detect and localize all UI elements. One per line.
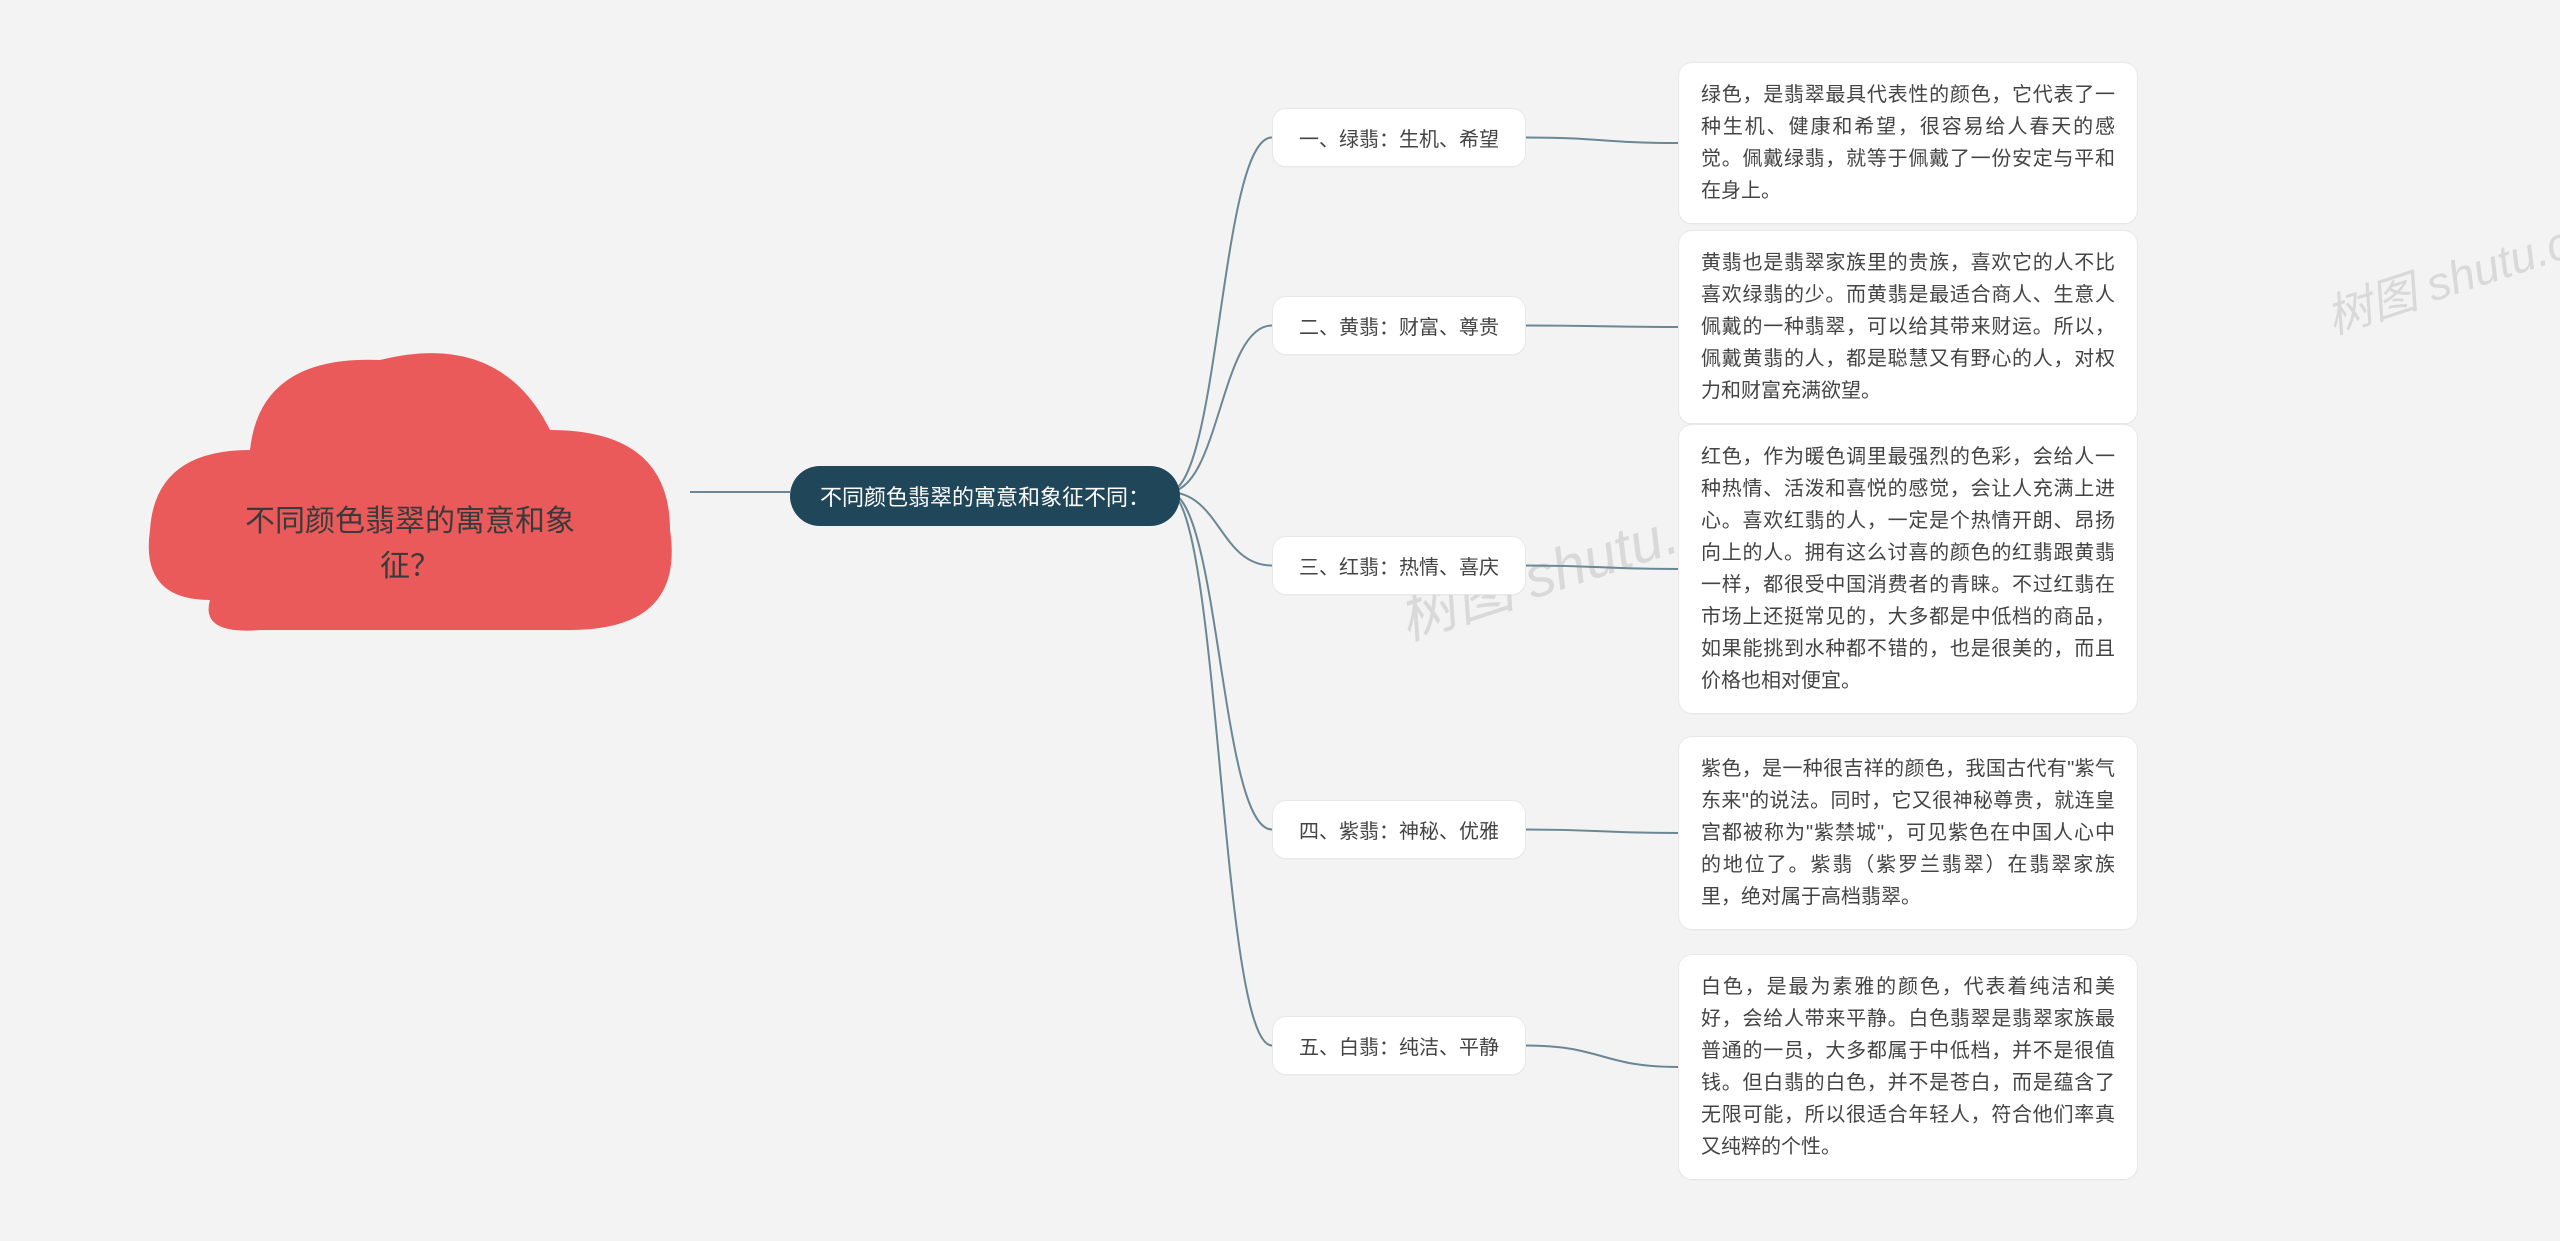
branch-label: 三、红翡：热情、喜庆 xyxy=(1272,536,1526,595)
branch-label: 二、黄翡：财富、尊贵 xyxy=(1272,296,1526,355)
branch-label: 四、紫翡：神秘、优雅 xyxy=(1272,800,1526,859)
branch-label: 一、绿翡：生机、希望 xyxy=(1272,108,1526,167)
hub-node: 不同颜色翡翠的寓意和象征不同： xyxy=(790,466,1180,526)
branch-detail: 红色，作为暖色调里最强烈的色彩，会给人一种热情、活泼和喜悦的感觉，会让人充满上进… xyxy=(1678,424,2138,714)
watermark: 树图 shutu.cn xyxy=(2317,199,2560,348)
mindmap-canvas: 树图 shutu.cn 树图 shutu.cn 树图 shutu.cn 不同颜色… xyxy=(0,0,2560,1241)
branch-detail: 紫色，是一种很吉祥的颜色，我国古代有"紫气东来"的说法。同时，它又很神秘尊贵，就… xyxy=(1678,736,2138,930)
root-cloud: 不同颜色翡翠的寓意和象征？ xyxy=(130,300,690,720)
root-label: 不同颜色翡翠的寓意和象征？ xyxy=(220,499,600,589)
branch-detail: 白色，是最为素雅的颜色，代表着纯洁和美好，会给人带来平静。白色翡翠是翡翠家族最普… xyxy=(1678,954,2138,1180)
branch-detail: 黄翡也是翡翠家族里的贵族，喜欢它的人不比喜欢绿翡的少。而黄翡是最适合商人、生意人… xyxy=(1678,230,2138,424)
branch-detail: 绿色，是翡翠最具代表性的颜色，它代表了一种生机、健康和希望，很容易给人春天的感觉… xyxy=(1678,62,2138,224)
branch-label: 五、白翡：纯洁、平静 xyxy=(1272,1016,1526,1075)
